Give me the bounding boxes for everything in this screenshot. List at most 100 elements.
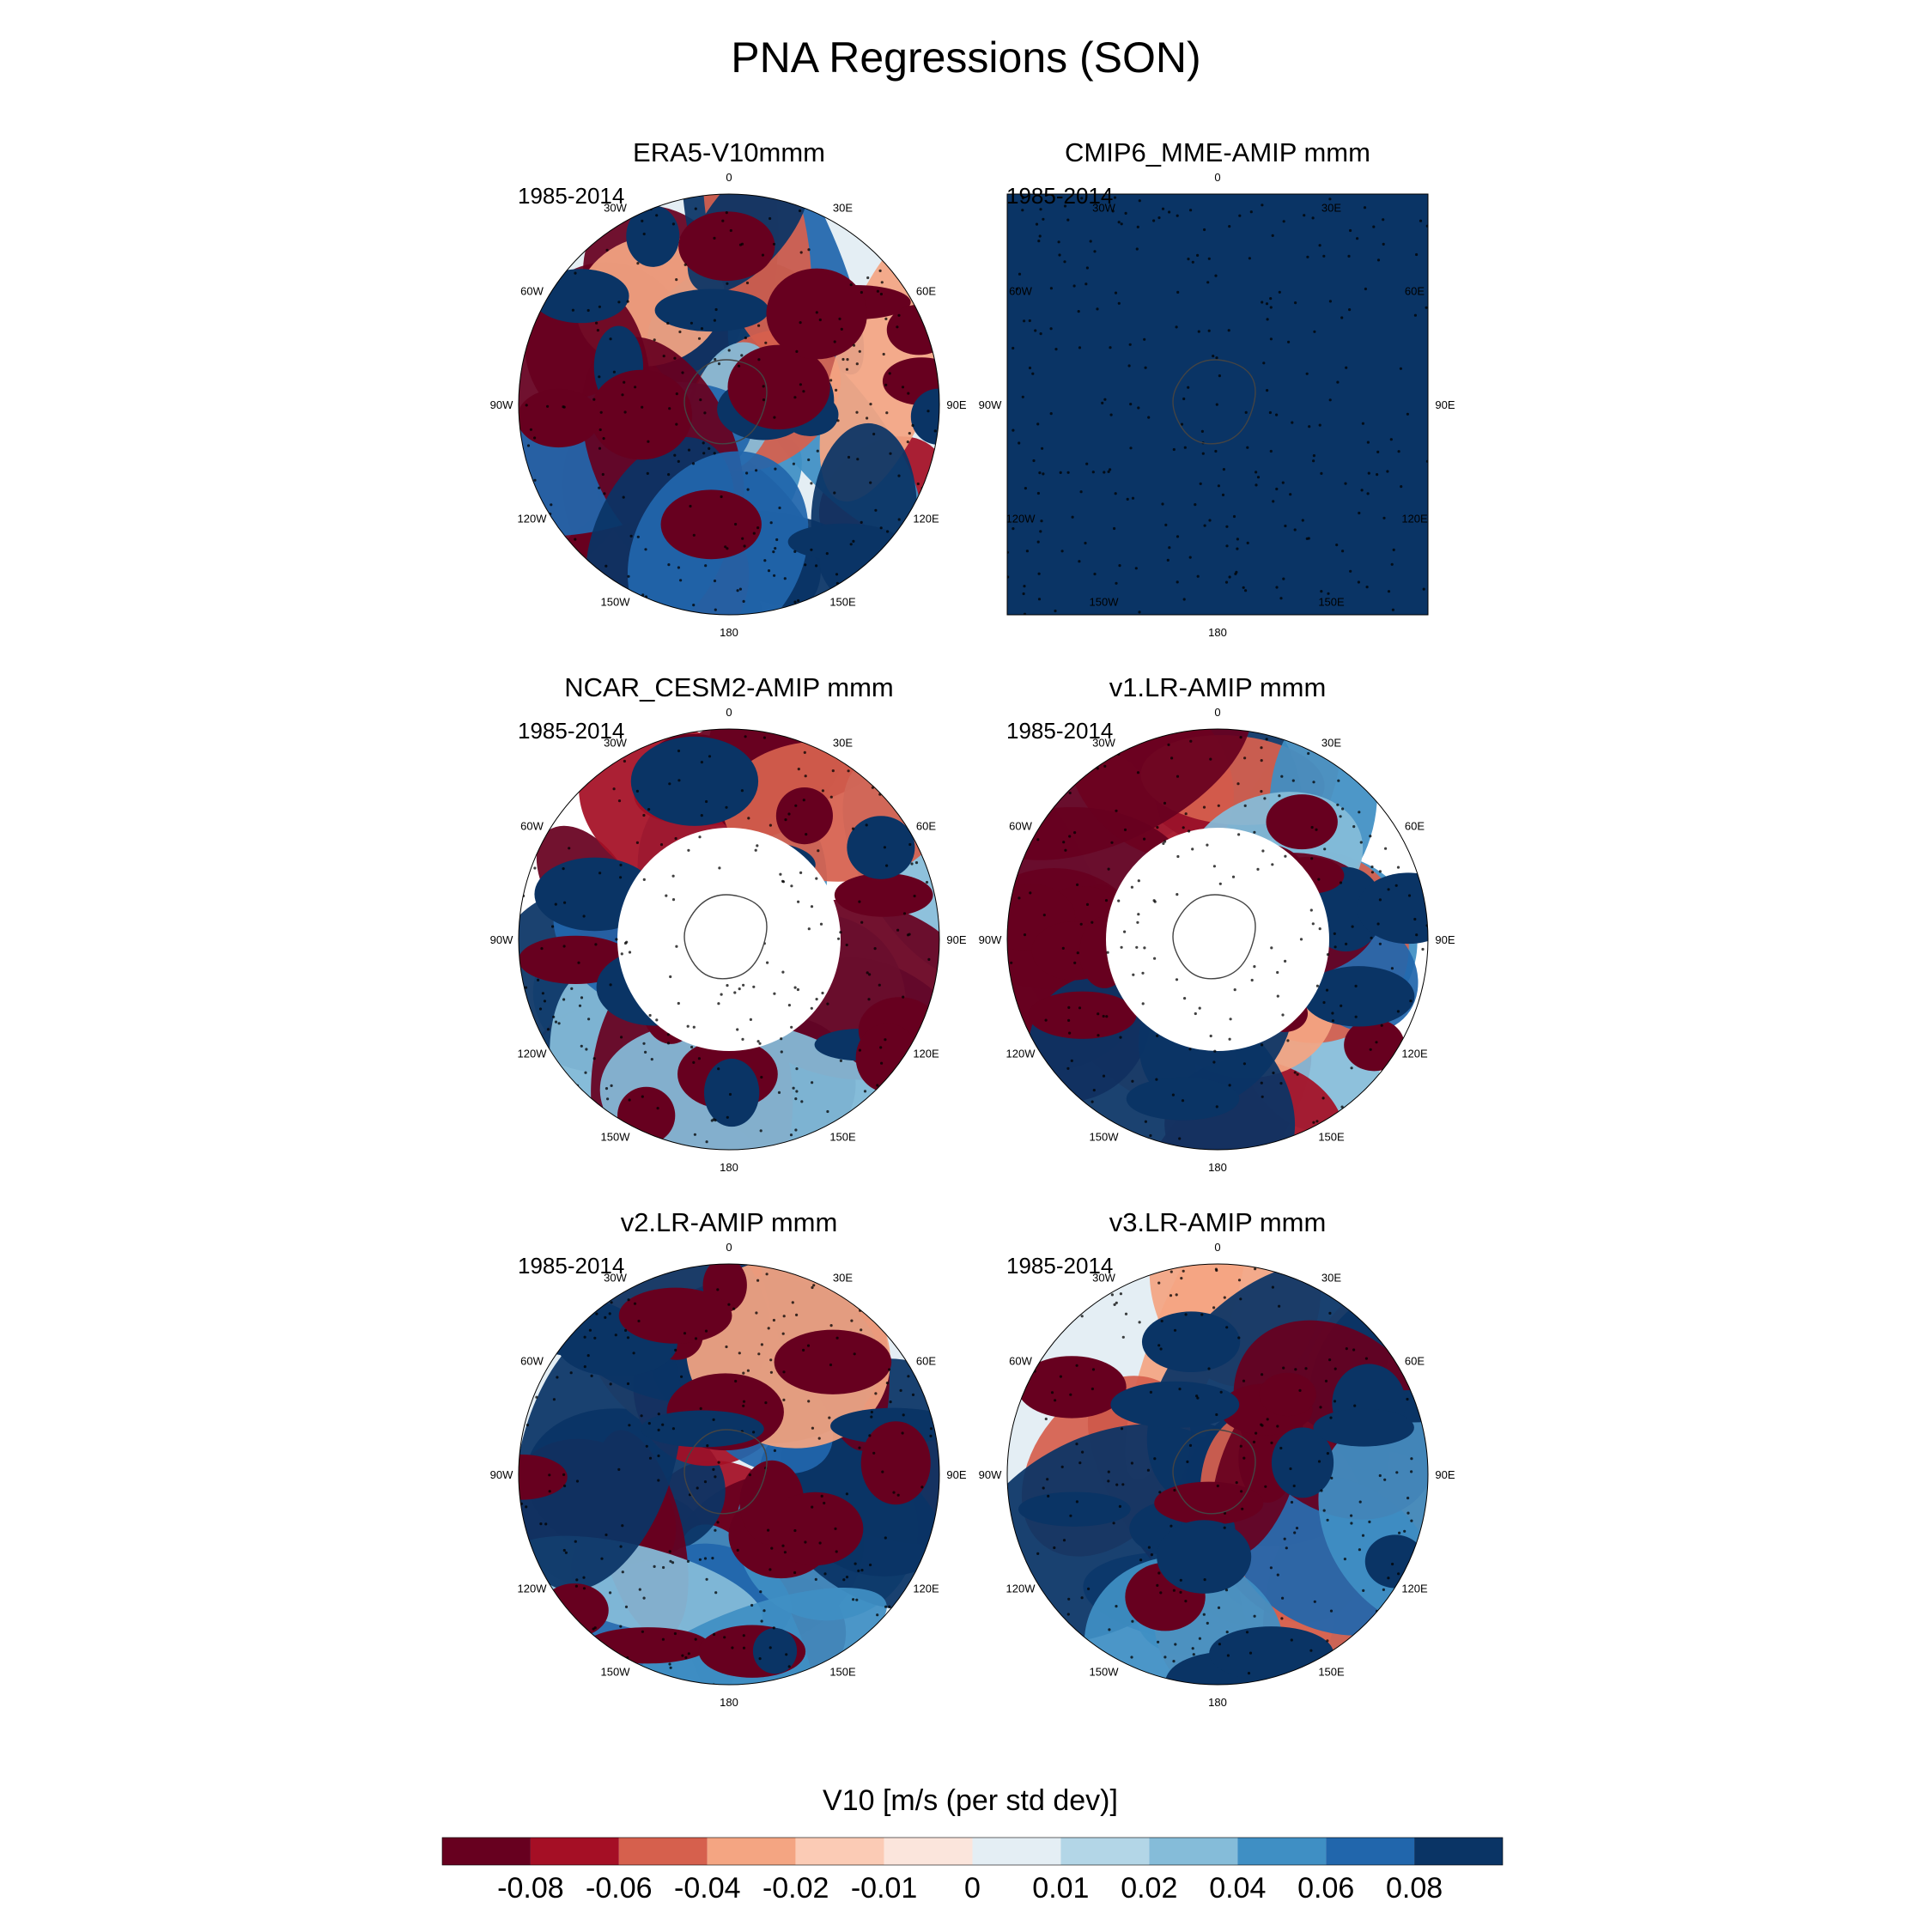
longitude-label: 180 xyxy=(1208,1696,1227,1709)
colorbar-box xyxy=(442,1838,531,1865)
panel-title: NCAR_CESM2-AMIP mmm xyxy=(564,672,894,702)
longitude-label: 120W xyxy=(518,1048,548,1060)
map-frame xyxy=(518,1263,940,1686)
colorbar-tick-label: -0.04 xyxy=(674,1872,741,1905)
map-frame xyxy=(518,728,940,1151)
colorbar-box xyxy=(530,1838,619,1865)
panel-title: ERA5-V10mmm xyxy=(633,137,825,167)
regression-field xyxy=(1007,194,1428,615)
field-core xyxy=(910,388,939,445)
longitude-label: 30W xyxy=(1092,737,1115,750)
field-core xyxy=(618,1287,732,1344)
longitude-labels: 0 30E 60E 90E 120E 150E 180 150W 120W 90W 60W 30W xyxy=(490,171,967,639)
field-core xyxy=(860,1421,931,1505)
field-blob xyxy=(519,1315,683,1591)
colorbar-box xyxy=(972,1838,1061,1865)
antarctica-coastline xyxy=(1172,1429,1256,1515)
longitude-label: 0 xyxy=(1214,706,1220,719)
longitude-label: 0 xyxy=(726,706,732,719)
longitude-label: 120W xyxy=(518,513,548,526)
panel-title: v2.LR-AMIP mmm xyxy=(621,1207,838,1237)
longitude-label: 150E xyxy=(829,596,856,609)
longitude-label: 120E xyxy=(1401,1583,1428,1595)
longitude-label: 30W xyxy=(1092,1272,1115,1285)
field-core xyxy=(1302,966,1415,1027)
field-core xyxy=(1157,1520,1252,1594)
longitude-label: 60W xyxy=(520,820,544,833)
longitude-label: 60E xyxy=(916,820,936,833)
longitude-label: 150W xyxy=(1090,1131,1120,1144)
longitude-label: 180 xyxy=(1208,1161,1227,1174)
longitude-labels: 0 30E 60E 90E 120E 150E 180 150W 120W 90W 60W 30W xyxy=(979,1241,1455,1709)
colorbar-tick-label: -0.08 xyxy=(497,1872,564,1905)
colorbar-box xyxy=(1326,1838,1415,1865)
colorbar-box xyxy=(618,1838,708,1865)
antarctica-coastline xyxy=(683,359,768,445)
longitude-label: 120W xyxy=(518,1583,548,1595)
panel-period: 1985-2014 xyxy=(1006,718,1113,744)
longitude-labels: 0 30E 60E 90E 120E 150E 180 150W 120W 90W 60W 30W xyxy=(490,706,967,1174)
longitude-label: 30W xyxy=(604,1272,627,1285)
field-core xyxy=(834,872,933,917)
longitude-label: 30E xyxy=(833,737,853,750)
map-panel: 0 30E 60E 90E 120E 150E 180 150W 120W 90W 60W 30W NC… xyxy=(490,672,967,1174)
field-core xyxy=(532,269,629,324)
field-core xyxy=(1313,1408,1414,1447)
antarctica-coastline xyxy=(1172,359,1256,445)
panel-period: 1985-2014 xyxy=(518,183,624,209)
longitude-label: 120W xyxy=(1006,513,1036,526)
longitude-label: 30E xyxy=(833,1272,853,1285)
longitude-labels: 0 30E 60E 90E 120E 150E 180 150W 120W 90W 60W 30W xyxy=(979,706,1455,1174)
panel-period: 1985-2014 xyxy=(518,1253,624,1279)
longitude-label: 120E xyxy=(913,1583,939,1595)
longitude-label: 30E xyxy=(833,202,853,215)
panel-title: v1.LR-AMIP mmm xyxy=(1109,672,1327,702)
colorbar-tick-label: -0.02 xyxy=(762,1872,829,1905)
colorbar-box xyxy=(795,1838,884,1865)
panel-title: v3.LR-AMIP mmm xyxy=(1109,1207,1327,1237)
longitude-label: 150W xyxy=(601,1666,631,1679)
longitude-label: 90W xyxy=(979,1468,1002,1481)
longitude-label: 30E xyxy=(1321,202,1341,215)
colorbar-boxes xyxy=(441,1837,1504,1866)
field-core xyxy=(630,736,759,826)
longitude-label: 90E xyxy=(1435,1468,1455,1481)
field-core xyxy=(752,1627,798,1674)
longitude-label: 180 xyxy=(720,1696,738,1709)
figure-title: PNA Regressions (SON) xyxy=(731,33,1200,82)
panel-grid: 0 30E 60E 90E 120E 150E 180 150W 120W 90W 60W 30W ER… xyxy=(490,137,1455,1709)
panel-period: 1985-2014 xyxy=(518,718,624,744)
longitude-label: 30W xyxy=(604,737,627,750)
field-core xyxy=(787,523,901,561)
longitude-label: 90W xyxy=(490,398,513,411)
longitude-label: 60E xyxy=(1405,1355,1425,1368)
longitude-label: 0 xyxy=(726,171,732,184)
colorbar-box xyxy=(1060,1838,1150,1865)
longitude-label: 150W xyxy=(601,596,631,609)
map-frame xyxy=(1006,193,1429,616)
longitude-label: 60E xyxy=(1405,820,1425,833)
field-core xyxy=(1271,1427,1334,1498)
longitude-label: 60W xyxy=(520,1355,544,1368)
longitude-label: 150E xyxy=(1318,1131,1345,1144)
longitude-label: 180 xyxy=(720,626,738,639)
colorbar-box xyxy=(884,1838,973,1865)
longitude-label: 150W xyxy=(601,1131,631,1144)
map-panel: 0 30E 60E 90E 120E 150E 180 150W 120W 90W 60W 30W v1… xyxy=(979,672,1455,1174)
field-core xyxy=(1141,1311,1241,1372)
field-core xyxy=(660,489,762,560)
longitude-label: 120W xyxy=(1006,1048,1036,1060)
longitude-label: 150W xyxy=(1090,596,1120,609)
longitude-label: 150E xyxy=(829,1131,856,1144)
field-core xyxy=(1266,794,1338,850)
map-panel: 0 30E 60E 90E 120E 150E 180 150W 120W 90W 60W 30W ER… xyxy=(490,137,967,639)
longitude-label: 150E xyxy=(1318,596,1345,609)
longitude-label: 180 xyxy=(1208,626,1227,639)
field-core xyxy=(775,787,833,845)
longitude-label: 90E xyxy=(1435,398,1455,411)
field-core xyxy=(540,1583,609,1637)
longitude-label: 30E xyxy=(1321,737,1341,750)
field-core xyxy=(882,357,939,405)
longitude-label: 30E xyxy=(1321,1272,1341,1285)
